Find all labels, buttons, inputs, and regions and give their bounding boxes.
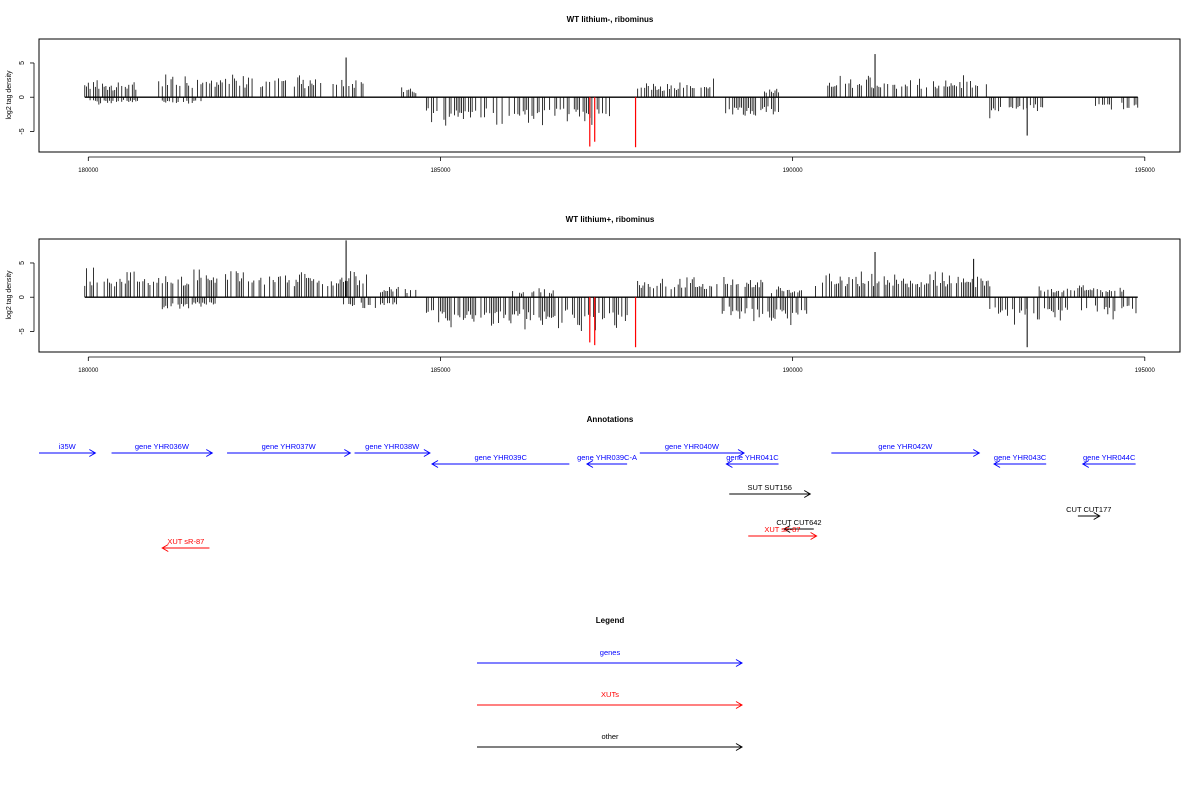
arrowhead-icon	[973, 449, 981, 457]
y-tick-label: -5	[19, 128, 26, 134]
arrowhead-icon	[735, 701, 743, 709]
track-panel-lithium-minus: WT lithium-, ribominus log2 tag density …	[6, 15, 1181, 174]
plot-frame	[38, 238, 1181, 353]
x-tick-label: 180000	[78, 368, 99, 374]
y-axis-label: log2 tag density	[6, 70, 13, 120]
axes: -5 0 5 180000 185000 190000 195000	[19, 261, 1155, 374]
arrowhead-icon	[783, 525, 791, 533]
annotation-title: Annotations	[587, 415, 634, 424]
annotation-feature: gene YHR039C	[431, 453, 570, 468]
arrowhead-icon	[810, 532, 818, 540]
annotation-feature: gene YHR037W	[227, 442, 352, 457]
annotation-feature: CUT CUT177	[1066, 505, 1111, 520]
annotation-feature: gene YHR043C	[993, 453, 1047, 468]
arrowhead-icon	[725, 460, 733, 468]
legend-label: XUTs	[601, 690, 619, 699]
arrowhead-icon	[423, 449, 431, 457]
legend-item: XUTs	[477, 690, 743, 709]
y-tick-label: 5	[19, 261, 26, 265]
axes: -5 0 5 180000 185000 190000 195000	[19, 61, 1155, 174]
arrowhead-icon	[803, 490, 812, 498]
y-tick-label: -5	[19, 328, 26, 334]
legend-title: Legend	[596, 616, 625, 625]
arrowhead-icon	[344, 449, 352, 457]
feature-label: XUT sR-87	[167, 537, 204, 546]
data-bars	[84, 240, 1138, 348]
arrowhead-icon	[89, 449, 97, 457]
track-title: WT lithium+, ribominus	[566, 215, 655, 224]
y-axis-label: log2 tag density	[6, 270, 13, 320]
annotation-feature: gene YHR041C	[725, 453, 779, 468]
legend-item: other	[477, 732, 743, 751]
legend-item: genes	[477, 648, 743, 667]
feature-label: gene YHR044C	[1083, 453, 1136, 462]
annotation-feature: gene YHR039C-A	[577, 453, 637, 468]
plot-frame	[38, 38, 1181, 153]
annotation-features: i35W gene YHR036W gene YHR037W gene YHR038W…	[39, 442, 1136, 552]
annotation-feature: CUT CUT642	[776, 518, 822, 533]
legend-items: genes XUTs other	[477, 648, 743, 751]
legend-label: other	[601, 732, 619, 741]
track-title: WT lithium-, ribominus	[567, 15, 654, 24]
y-tick-label: 0	[19, 295, 26, 299]
feature-label: i35W	[59, 442, 77, 451]
legend: Legend genes XUTs other	[477, 616, 743, 751]
feature-label: gene YHR037W	[262, 442, 317, 451]
feature-label: CUT CUT642	[776, 518, 821, 527]
feature-label: gene YHR040W	[665, 442, 720, 451]
feature-label: gene YHR039C	[474, 453, 527, 462]
annotation-feature: gene YHR044C	[1081, 453, 1136, 468]
arrowhead-icon	[1093, 512, 1101, 520]
annotation-feature: gene YHR036W	[111, 442, 214, 457]
annotation-feature: XUT sF-87	[748, 525, 818, 540]
feature-label: SUT SUT156	[747, 483, 791, 492]
feature-label: XUT sF-87	[764, 525, 800, 534]
x-tick-label: 180000	[78, 168, 99, 174]
arrowhead-icon	[737, 449, 746, 457]
annotation-feature: SUT SUT156	[729, 483, 812, 498]
x-tick-label: 195000	[1135, 168, 1156, 174]
annotation-feature: gene YHR038W	[354, 442, 431, 457]
feature-label: gene YHR042W	[878, 442, 933, 451]
arrowhead-icon	[161, 544, 169, 552]
arrowhead-icon	[585, 460, 594, 468]
track-panel-lithium-plus: WT lithium+, ribominus log2 tag density …	[6, 215, 1181, 374]
x-tick-label: 195000	[1135, 368, 1156, 374]
feature-label: gene YHR036W	[135, 442, 190, 451]
feature-label: gene YHR041C	[726, 453, 779, 462]
y-tick-label: 5	[19, 61, 26, 65]
y-tick-label: 0	[19, 95, 26, 99]
x-tick-label: 185000	[430, 368, 451, 374]
arrowhead-icon	[206, 449, 214, 457]
feature-label: CUT CUT177	[1066, 505, 1111, 514]
feature-label: gene YHR039C-A	[577, 453, 637, 462]
arrowhead-icon	[431, 460, 439, 468]
annotation-feature: gene YHR040W	[639, 442, 746, 457]
arrowhead-icon	[735, 743, 743, 751]
data-bars	[84, 54, 1139, 148]
arrowhead-icon	[1081, 460, 1090, 468]
annotation-feature: XUT sR-87	[161, 537, 210, 552]
x-tick-label: 190000	[783, 368, 804, 374]
annotation-feature: i35W	[39, 442, 97, 457]
x-tick-label: 190000	[783, 168, 804, 174]
x-tick-label: 185000	[430, 168, 451, 174]
annotation-feature: gene YHR042W	[831, 442, 981, 457]
legend-label: genes	[600, 648, 621, 657]
feature-label: gene YHR038W	[365, 442, 420, 451]
feature-label: gene YHR043C	[994, 453, 1047, 462]
annotation-track: Annotations i35W gene YHR036W gene YHR037W…	[39, 415, 1136, 552]
arrowhead-icon	[993, 460, 1001, 468]
arrowhead-icon	[735, 659, 743, 667]
